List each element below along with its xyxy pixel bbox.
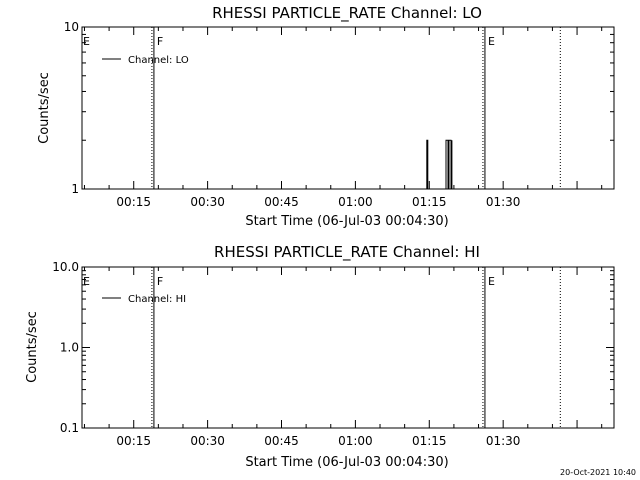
x-tick-label: 00:30 — [190, 195, 225, 209]
x-tick-label: 01:15 — [412, 434, 447, 448]
y-tick-label: 1.0 — [60, 341, 79, 355]
x-tick-label: 01:00 — [338, 434, 373, 448]
marker-label: F — [157, 275, 163, 288]
x-tick-label: 00:15 — [116, 195, 151, 209]
legend-label-lo: Channel: LO — [128, 55, 189, 66]
marker-label: E — [83, 275, 90, 288]
plot-frame — [81, 26, 615, 190]
panel-hi: RHESSI PARTICLE_RATE Channel: HI Start T… — [25, 243, 615, 470]
chart-title-lo: RHESSI PARTICLE_RATE Channel: LO — [212, 4, 482, 23]
x-tick-label: 00:30 — [190, 434, 225, 448]
marker-label: E — [83, 35, 90, 48]
chart-title-hi: RHESSI PARTICLE_RATE Channel: HI — [214, 243, 480, 262]
marker-label: E — [488, 275, 495, 288]
legend-label-hi: Channel: HI — [128, 294, 186, 305]
y-tick-label: 1 — [71, 182, 79, 196]
x-tick-label: 01:15 — [412, 195, 447, 209]
x-axis-label-lo: Start Time (06-Jul-03 00:04:30) — [245, 214, 448, 229]
x-tick-label: 00:15 — [116, 434, 151, 448]
footer-timestamp: 20-Oct-2021 10:40 — [560, 468, 636, 477]
y-tick-label: 10.0 — [52, 260, 79, 274]
plot-frame — [81, 266, 615, 429]
panel-lo: RHESSI PARTICLE_RATE Channel: LO Start T… — [37, 4, 615, 229]
y-tick-label: 10 — [64, 20, 79, 34]
series-line — [426, 139, 453, 190]
x-axis-label-hi: Start Time (06-Jul-03 00:04:30) — [245, 455, 448, 470]
x-tick-label: 00:45 — [264, 195, 299, 209]
y-axis-label-hi: Counts/sec — [25, 311, 40, 383]
y-tick-label: 0.1 — [60, 421, 79, 435]
x-tick-label: 01:30 — [486, 195, 521, 209]
marker-label: F — [157, 35, 163, 48]
marker-label: E — [488, 35, 495, 48]
x-tick-label: 00:45 — [264, 434, 299, 448]
x-tick-label: 01:30 — [486, 434, 521, 448]
x-tick-label: 01:00 — [338, 195, 373, 209]
y-axis-label-lo: Counts/sec — [37, 72, 52, 144]
